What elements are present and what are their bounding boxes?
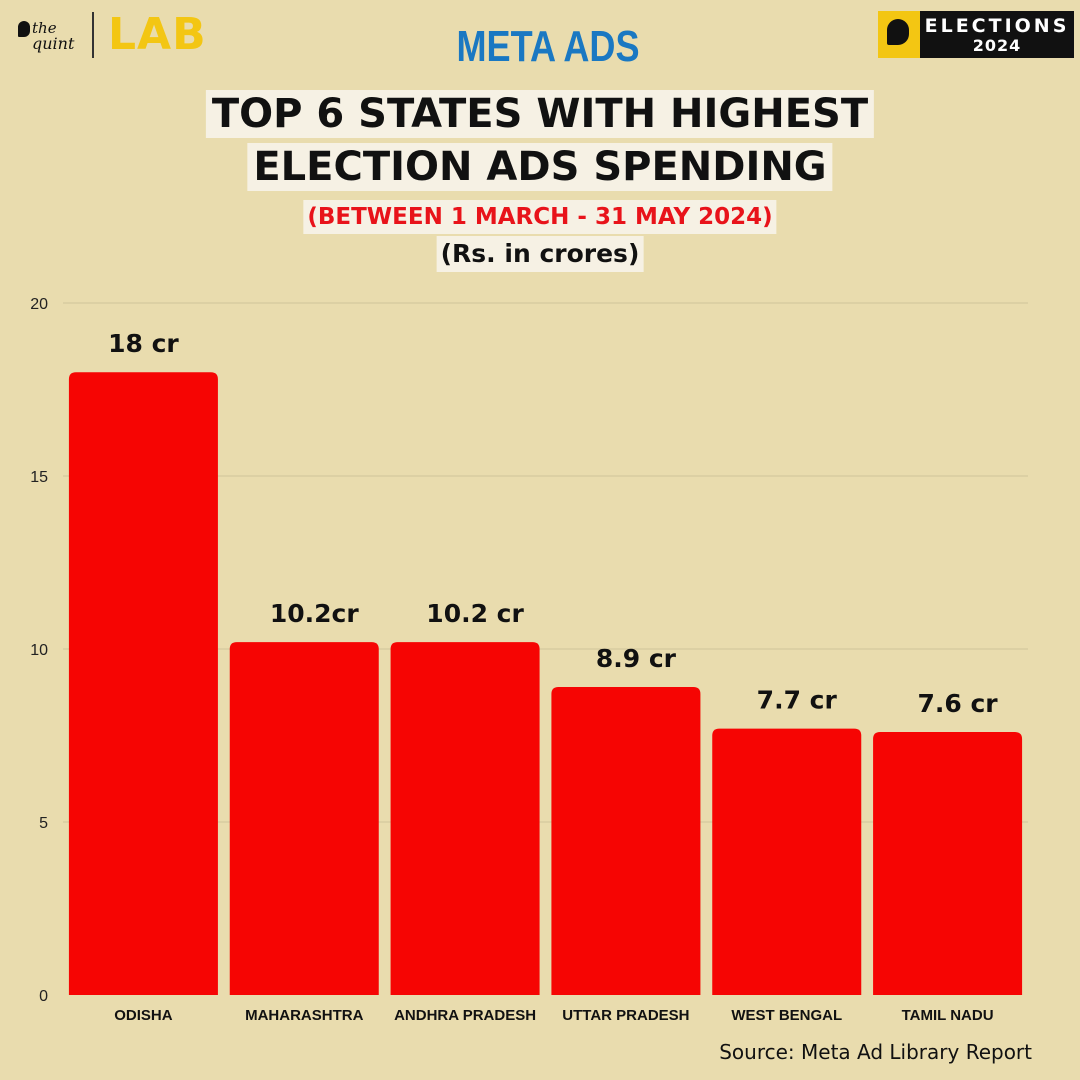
kicker-title: META ADS [456, 22, 640, 71]
badge-text-elections: ELECTIONS [924, 14, 1070, 37]
y-axis-ticks: 0 5 10 15 20 [30, 296, 48, 1005]
lab-logo-text: LAB [108, 9, 207, 60]
data-label: 7.6 cr [918, 689, 999, 718]
y-tick-label: 0 [39, 988, 48, 1005]
chart-date-range: (BETWEEN 1 MARCH - 31 MAY 2024) [303, 200, 777, 234]
data-labels: 18 cr 10.2cr 10.2 cr 8.9 cr 7.7 cr 7.6 cr [108, 329, 998, 718]
x-tick-label: ANDHRA PRADESH [394, 1007, 536, 1024]
bars [68, 372, 1023, 995]
x-tick-label: ODISHA [114, 1007, 173, 1024]
chart-title-line-1: TOP 6 STATES WITH HIGHEST [205, 90, 875, 138]
x-tick-label: WEST BENGAL [731, 1007, 842, 1024]
y-tick-label: 5 [39, 815, 48, 832]
bar [68, 372, 218, 995]
bar [229, 642, 379, 995]
data-label: 10.2 cr [426, 599, 524, 628]
speech-bubble-icon [887, 19, 909, 45]
bar [390, 642, 540, 995]
x-tick-label: MAHARASHTRA [245, 1007, 363, 1024]
badge-icon-box [878, 11, 920, 58]
x-axis-labels: ODISHA MAHARASHTRA ANDHRA PRADESH UTTAR PRA… [114, 1007, 993, 1024]
logo-text-the: the [32, 19, 57, 37]
data-label: 7.7 cr [757, 686, 838, 715]
y-tick-label: 15 [30, 469, 48, 486]
badge-text-year: 2024 [972, 35, 1022, 55]
speech-bubble-icon [18, 21, 30, 37]
chart-title-line-2: ELECTION ADS SPENDING [247, 143, 833, 191]
x-tick-label: UTTAR PRADESH [562, 1007, 689, 1024]
y-tick-label: 10 [30, 642, 48, 659]
bar [551, 687, 701, 995]
bar [712, 728, 862, 995]
bar [873, 732, 1023, 995]
elections-2024-badge: ELECTIONS 2024 [878, 11, 1074, 58]
quint-lab-logo: the quint LAB [18, 10, 207, 60]
badge-text: ELECTIONS 2024 [920, 11, 1074, 58]
gridlines [63, 302, 1028, 823]
chart-unit-label: (Rs. in crores) [436, 236, 644, 272]
logo-text-quint: quint [32, 34, 75, 53]
data-label: 18 cr [108, 329, 179, 358]
y-tick-label: 20 [30, 296, 48, 313]
logo-divider [92, 12, 94, 58]
x-tick-label: TAMIL NADU [902, 1007, 994, 1024]
the-quint-logo: the quint [18, 13, 88, 57]
data-label: 8.9 cr [596, 644, 677, 673]
data-label: 10.2cr [270, 599, 360, 628]
source-note: Source: Meta Ad Library Report [719, 1040, 1032, 1064]
